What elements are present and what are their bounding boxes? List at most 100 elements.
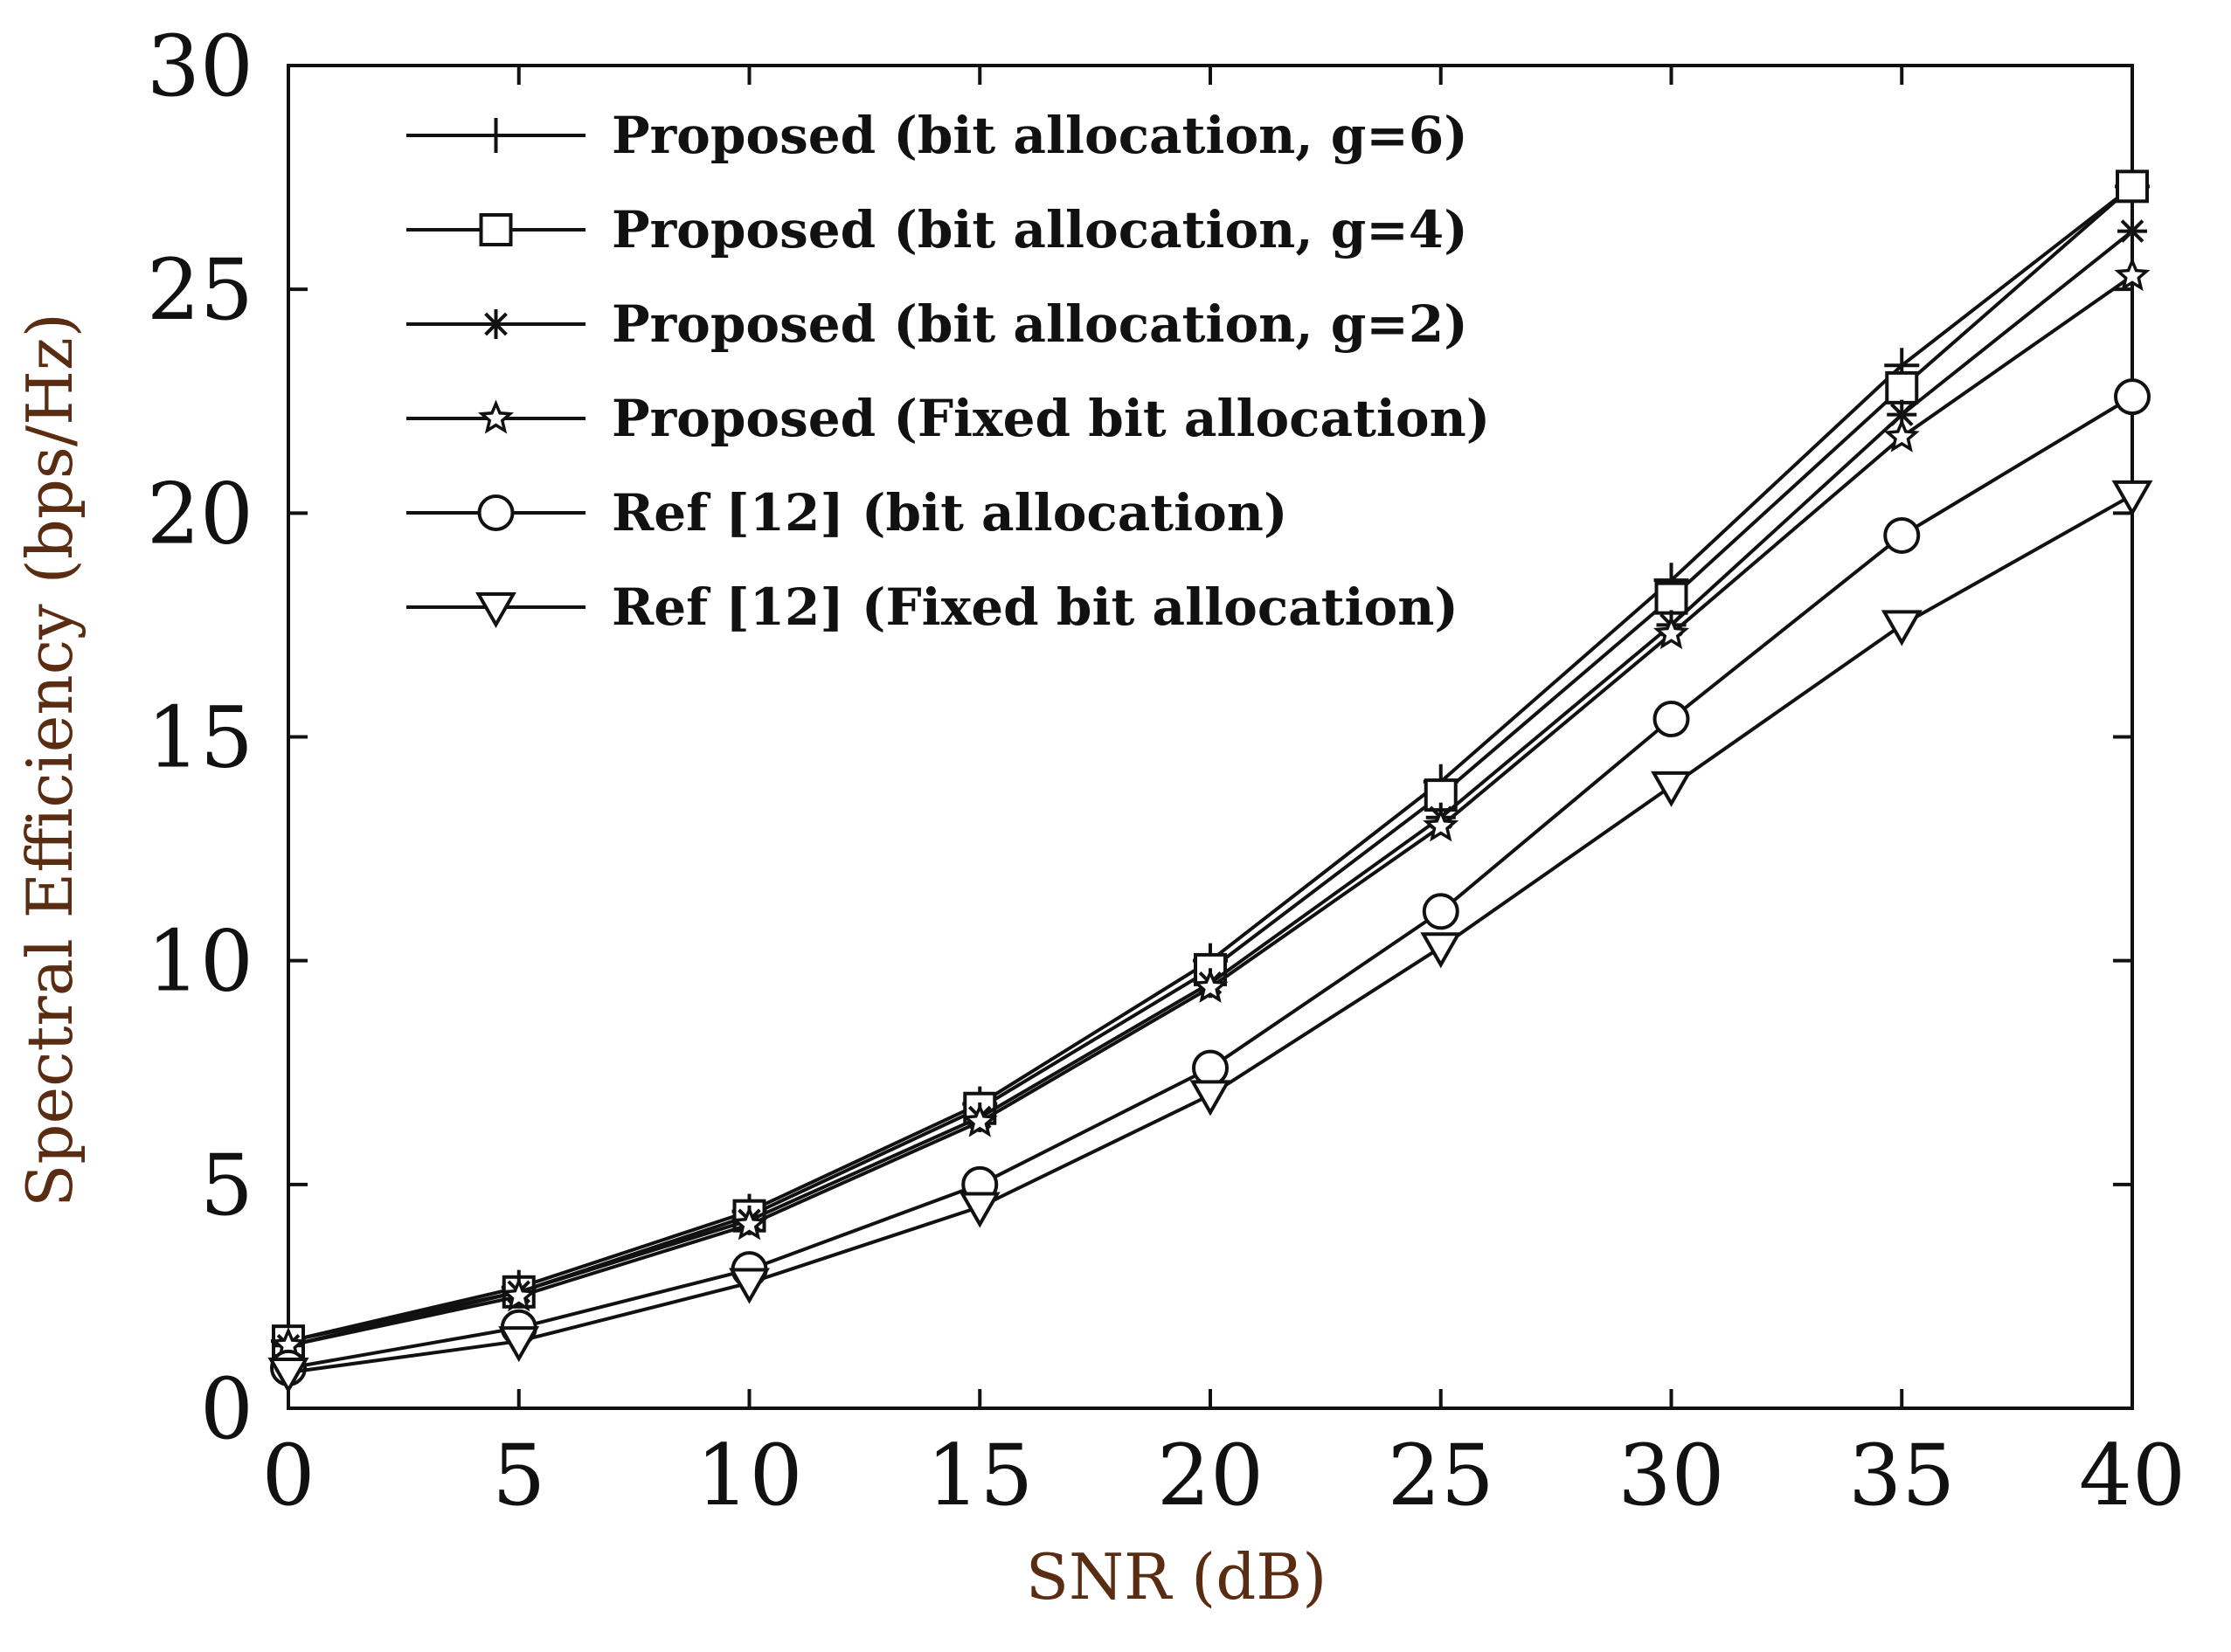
marker-part bbox=[729, 1268, 770, 1304]
plot-area bbox=[287, 64, 2134, 1410]
data-point bbox=[961, 1102, 998, 1137]
legend-label: Ref [12] (bit allocation) bbox=[612, 483, 1287, 543]
y-tick-label: 5 bbox=[200, 1137, 253, 1234]
marker-part bbox=[2114, 257, 2151, 292]
data-point bbox=[1192, 1049, 1229, 1087]
marker-part bbox=[1651, 771, 1692, 807]
data-point bbox=[1420, 932, 1462, 969]
data-point bbox=[1652, 701, 1690, 738]
legend-entry: Ref [12] (bit allocation) bbox=[406, 483, 1287, 543]
data-point bbox=[498, 1326, 540, 1363]
data-point bbox=[1651, 771, 1692, 807]
marker-part bbox=[1881, 610, 1923, 646]
legend-marker bbox=[478, 118, 514, 153]
y-tick-label: 0 bbox=[200, 1360, 253, 1458]
legend-marker bbox=[477, 399, 515, 434]
data-point bbox=[1883, 516, 1921, 554]
x-tick-label: 0 bbox=[261, 1427, 315, 1524]
marker-part bbox=[1420, 932, 1462, 969]
data-point bbox=[2114, 378, 2151, 416]
marker-part bbox=[1654, 581, 1688, 615]
marker-part bbox=[731, 1206, 768, 1241]
marker-part bbox=[1883, 516, 1921, 554]
legend-entry: Proposed (bit allocation, g=2) bbox=[406, 294, 1468, 354]
y-tick-label: 25 bbox=[147, 241, 253, 339]
data-point bbox=[2116, 169, 2149, 204]
data-point bbox=[1189, 1080, 1231, 1116]
x-axis: 0 5 10 15 20 25 30 35 40 bbox=[261, 66, 2186, 1524]
legend-entry: Proposed (Fixed bit allocation) bbox=[406, 389, 1490, 448]
legend-label: Proposed (Fixed bit allocation) bbox=[612, 389, 1490, 448]
legend-label: Ref [12] (Fixed bit allocation) bbox=[612, 577, 1458, 637]
data-point bbox=[1652, 615, 1690, 650]
marker-part bbox=[1652, 701, 1690, 738]
series-line bbox=[288, 184, 2134, 1344]
marker-part bbox=[1189, 1080, 1231, 1116]
x-axis-title: SNR (dB) bbox=[1026, 1540, 1327, 1614]
marker-part bbox=[484, 312, 508, 336]
marker-part bbox=[1192, 1049, 1229, 1087]
marker-part bbox=[2116, 169, 2149, 204]
marker-part bbox=[479, 213, 513, 246]
legend-label: Proposed (bit allocation, g=4) bbox=[612, 200, 1468, 259]
y-tick-label: 20 bbox=[147, 465, 253, 563]
x-tick-label: 30 bbox=[1618, 1427, 1724, 1524]
legend-label: Proposed (bit allocation, g=6) bbox=[612, 106, 1468, 165]
data-point bbox=[267, 1358, 309, 1394]
y-tick-label: 30 bbox=[147, 17, 253, 115]
x-tick-label: 25 bbox=[1388, 1427, 1494, 1524]
legend: Proposed (bit allocation, g=6) Proposed (… bbox=[406, 106, 1490, 637]
y-tick-label: 15 bbox=[147, 689, 253, 787]
x-tick-label: 35 bbox=[1848, 1427, 1955, 1524]
legend-marker bbox=[475, 592, 516, 629]
y-tick-label: 10 bbox=[147, 913, 253, 1011]
marker-part bbox=[1652, 615, 1690, 650]
legend-entry: Proposed (bit allocation, g=4) bbox=[406, 200, 1468, 259]
legend-marker bbox=[479, 213, 513, 246]
data-point bbox=[959, 1192, 1001, 1228]
marker-part bbox=[1883, 418, 1920, 453]
data-point bbox=[2114, 257, 2151, 292]
series-layer bbox=[267, 169, 2153, 1394]
marker-part bbox=[1423, 807, 1459, 842]
data-point bbox=[2117, 216, 2147, 246]
marker-part bbox=[2111, 480, 2153, 516]
data-point bbox=[1887, 399, 1917, 430]
marker-part bbox=[959, 1192, 1001, 1228]
legend-marker bbox=[477, 494, 515, 531]
legend-entry: Ref [12] (Fixed bit allocation) bbox=[406, 577, 1458, 637]
marker-part bbox=[475, 592, 516, 629]
data-point bbox=[1422, 893, 1459, 930]
marker-part bbox=[477, 399, 515, 434]
marker-part bbox=[1885, 370, 1919, 404]
data-point bbox=[1424, 778, 1458, 812]
data-point bbox=[501, 1277, 537, 1312]
series-6 bbox=[267, 480, 2153, 1394]
data-point bbox=[1654, 581, 1688, 615]
data-point bbox=[1883, 418, 1920, 453]
x-tick-label: 15 bbox=[926, 1427, 1033, 1524]
series-4 bbox=[270, 257, 2151, 1361]
x-tick-label: 5 bbox=[492, 1427, 545, 1524]
y-axis: 0 5 10 15 20 25 30 bbox=[147, 17, 2132, 1458]
marker-part bbox=[1424, 778, 1458, 812]
marker-part bbox=[961, 1102, 998, 1137]
x-tick-label: 20 bbox=[1157, 1427, 1264, 1524]
marker-part bbox=[477, 494, 515, 531]
x-tick-label: 10 bbox=[696, 1427, 802, 1524]
data-point bbox=[1881, 610, 1923, 646]
y-axis-title: Spectral Efficiency (bps/Hz) bbox=[13, 313, 87, 1207]
x-tick-label: 40 bbox=[2079, 1427, 2186, 1524]
marker-part bbox=[501, 1277, 537, 1312]
legend-marker bbox=[481, 309, 511, 339]
data-point bbox=[729, 1268, 770, 1304]
legend-entry: Proposed (bit allocation, g=6) bbox=[406, 106, 1468, 165]
marker-part bbox=[1889, 403, 1914, 426]
marker-part bbox=[1422, 893, 1459, 930]
data-point bbox=[1423, 807, 1459, 842]
marker-part bbox=[1192, 968, 1229, 1003]
data-point bbox=[1885, 370, 1919, 404]
marker-part bbox=[267, 1358, 309, 1394]
data-point bbox=[1192, 968, 1229, 1003]
